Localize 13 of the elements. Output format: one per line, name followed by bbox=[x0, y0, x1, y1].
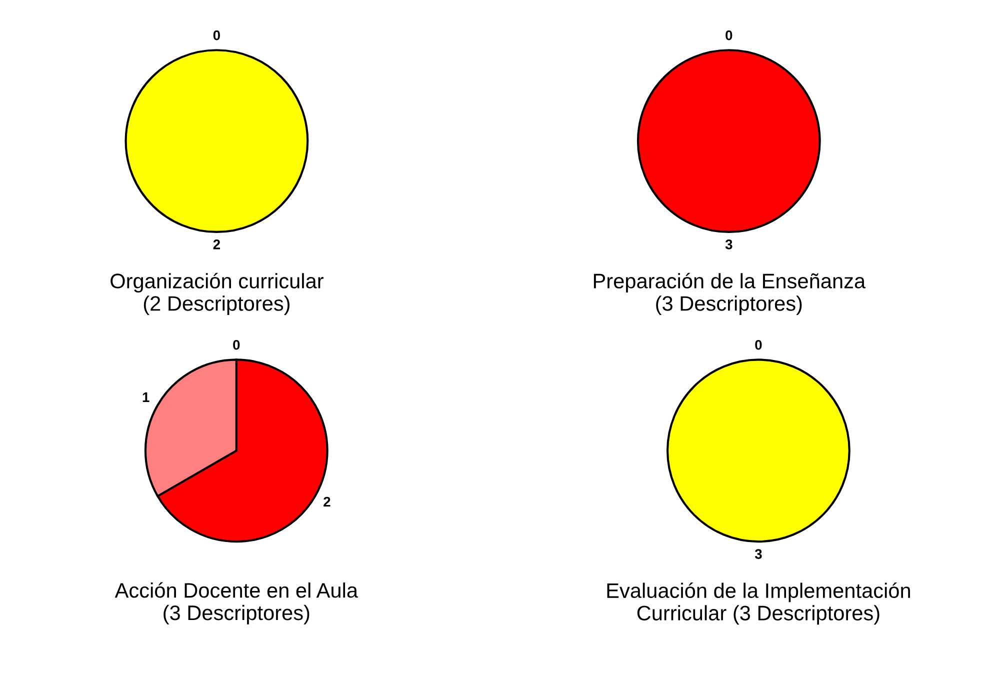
data-label: 1 bbox=[142, 392, 150, 402]
text: Evaluación de la Implementación Curricular (3 Descriptores) bbox=[607, 582, 910, 625]
text: 0 bbox=[755, 340, 762, 350]
data-label: 3 bbox=[725, 239, 732, 250]
text: Organización curricular (2 Descriptores) bbox=[110, 272, 324, 315]
data-label: 2 bbox=[213, 239, 220, 250]
text: 0 bbox=[233, 340, 240, 350]
data-label: 2 bbox=[324, 496, 330, 507]
text: 0 bbox=[213, 30, 220, 40]
data-label: 3 bbox=[754, 549, 762, 559]
text: Acción Docente en el Aula (3 Descriptores) bbox=[114, 582, 358, 624]
text: 0 bbox=[726, 30, 732, 40]
text: Preparación de la Enseñanza (3 Descriptores) bbox=[594, 272, 866, 315]
